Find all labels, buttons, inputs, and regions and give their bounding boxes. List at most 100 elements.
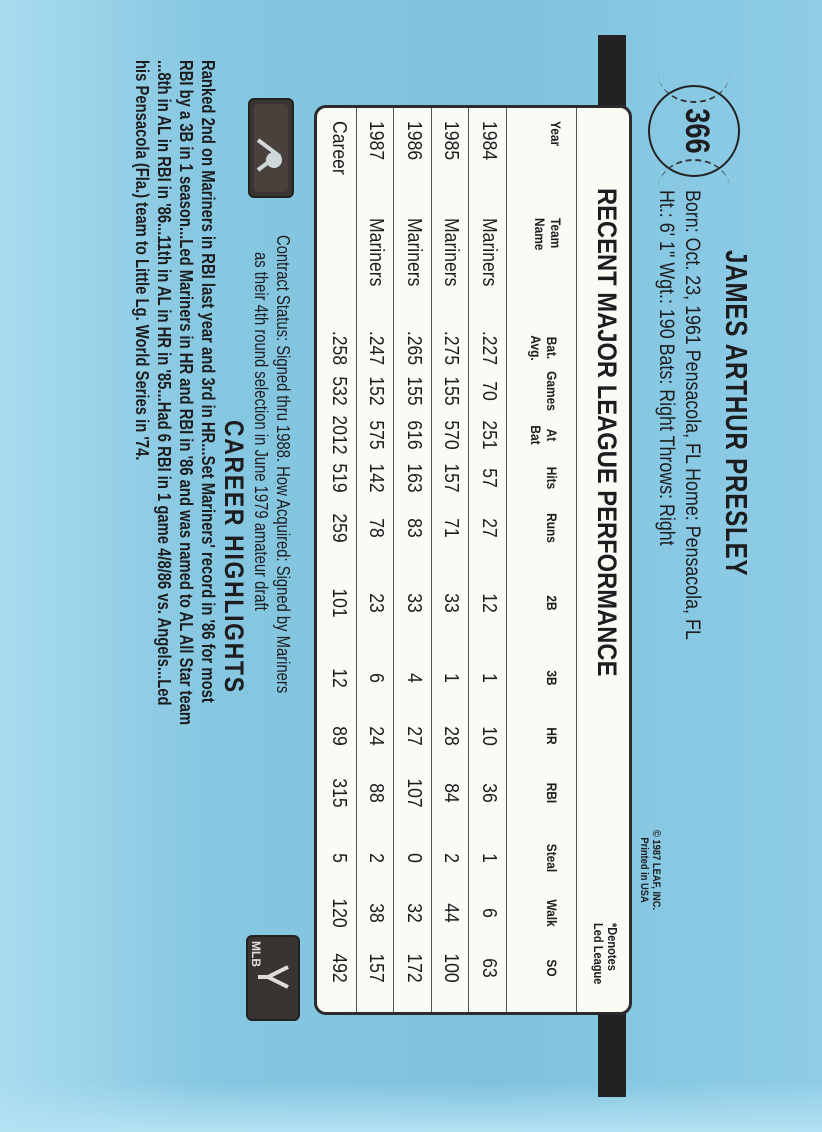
header-text: Hits [544,466,560,490]
header-cell: HR [544,727,560,744]
stats-cell: 38 [365,903,388,923]
stats-cell: Mariners [440,218,463,287]
contract-line-2: as their 4th round selection in June 197… [251,252,272,611]
highlight-line: ...8th in AL in RBI in '86...11th in AL … [154,60,175,706]
card-number-baseball-icon: 366 [648,43,740,219]
copyright: © 1987 LEAF, INC. Printed in USA [638,830,662,910]
header-cell: Runs [544,513,560,543]
stats-cell: 32 [403,903,425,923]
stats-cell: 2 [440,853,463,863]
stats-cell: 2 [365,853,388,863]
stats-cell: .227 [478,330,500,366]
header-cell: 3B [544,670,560,685]
header-text: HR [544,727,560,745]
stats-cell: 89 [328,726,350,746]
stats-cell: 6 [365,673,388,683]
stats-cell: 12 [478,593,500,613]
stats-cell: 120 [328,898,350,928]
header-text: Year [548,121,564,147]
card-edge [0,1082,822,1132]
stats-cell: 157 [365,953,388,983]
header-text: Team [548,218,564,249]
stats-cell: 36 [478,783,500,803]
stats-cell: 63 [478,958,500,978]
stats-cell: 570 [440,420,463,450]
header-cell: Team Name [532,218,564,250]
stats-cell: 33 [403,593,425,613]
stats-cell: 172 [403,953,425,983]
header-text: Games [544,371,560,411]
stats-cell: 532 [328,376,350,406]
printed-line: Printed in USA [638,837,650,903]
stats-cell: 84 [440,783,463,803]
stats-cell: .247 [365,330,388,366]
note-line: *Denotes [605,923,620,971]
stats-cell: 152 [365,376,388,406]
stats-box: RECENT MAJOR LEAGUE PERFORMANCE *Denotes… [314,105,632,1015]
player-name: JAMES ARTHUR PRESLEY [719,250,754,577]
stats-cell: 33 [440,593,463,613]
header-text: At [544,428,560,442]
stats-cell: 251 [478,420,500,450]
stats-row: Career .258 532 2012 519 259 101 12 89 315 5 120 492 [319,108,357,1012]
stats-cell: 0 [403,853,425,863]
highlight-line: RBI by a 3B in 1 season...Led Mariners i… [176,60,197,726]
header-text: RBI [544,782,560,804]
stats-cell: 4 [403,673,425,683]
stats-cell: 10 [478,726,500,746]
stats-cell: 44 [440,903,463,923]
contract-line-1: Contract Status: Signed thru 1988. How A… [273,235,294,694]
stats-cell: 1985 [440,121,463,161]
stats-cell: 575 [365,420,388,450]
stats-cell: 616 [403,420,425,450]
stats-cell: 5 [328,853,350,863]
header-text: Walk [544,899,560,927]
stats-cell: 70 [478,381,500,401]
stats-cell: 1986 [403,121,425,161]
stats-row: 1984 Mariners .227 70 251 57 27 12 1 10 36 1 6 63 [469,108,507,1012]
header-text: Runs [544,513,560,543]
stats-cell: 142 [365,463,388,493]
stats-cell: 57 [478,468,500,488]
stats-header-row: Year Team Name Bat. Avg. Games At Bat Hits Runs 2B… [510,108,577,1012]
players-association-logo [248,98,294,198]
stats-cell: .265 [403,330,425,366]
header-cell: Year [548,121,564,146]
header-text: Steal [544,843,560,873]
stats-title: RECENT MAJOR LEAGUE PERFORMANCE [592,188,622,677]
career-highlights-title: CAREER HIGHLIGHTS [219,420,249,694]
highlight-line: his Pensacola (Fla.) team to Little Lg. … [132,60,153,461]
stats-cell: 12 [328,668,350,688]
card-number: 366 [678,108,716,154]
stats-cell: Mariners [403,218,425,287]
header-cell: At Bat [528,425,560,444]
led-league-note: *Denotes Led League [591,923,620,984]
header-cell: SO [544,959,560,976]
stats-row: 1985 Mariners .275 155 570 157 71 33 1 28 84 2 44 100 [431,108,470,1012]
stats-cell: 1 [478,673,500,683]
stats-cell: 27 [403,726,425,746]
header-text: 3B [544,670,560,686]
stats-cell: 1 [478,853,500,863]
header-text: Avg. [528,335,544,361]
stats-cell: 2012 [328,415,350,455]
stats-row: 1986 Mariners .265 155 616 163 83 33 4 27 107 0 32 17… [394,108,432,1012]
header-text: Bat [528,425,544,445]
stats-cell: 492 [328,953,350,983]
stats-cell: .258 [328,330,350,366]
highlight-line: Ranked 2nd on Mariners in RBI last year … [198,60,219,703]
stats-cell: 1 [440,673,463,683]
stats-cell: Mariners [478,218,500,287]
header-cell: Walk [544,899,560,926]
header-cell: 2B [544,595,560,610]
mlb-logo-text: MLB [249,941,263,967]
born-line: Born: Oct. 23, 1961 Pensacola, FL Home: … [681,190,704,640]
header-text: Bat. [544,336,560,360]
header-cell: RBI [544,783,560,804]
stats-cell: Mariners [365,218,388,287]
header-text: 2B [544,595,560,611]
stats-cell: 23 [365,593,388,613]
stats-cell: 155 [403,376,425,406]
header-cell: Hits [544,467,560,489]
